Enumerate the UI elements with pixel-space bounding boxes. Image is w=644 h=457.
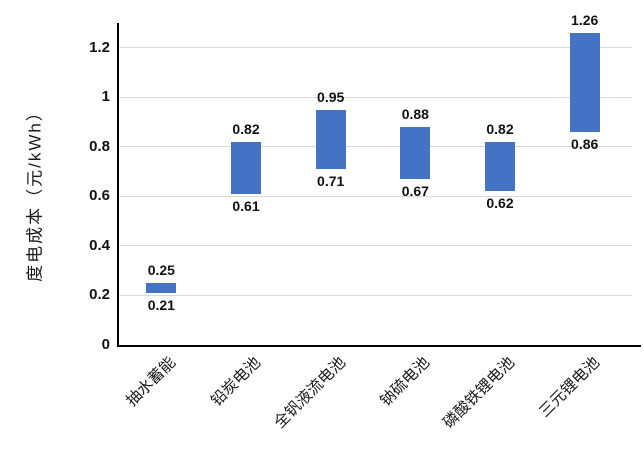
gridline-y-1.2 bbox=[119, 47, 632, 49]
range-bar-1 bbox=[146, 283, 177, 293]
y-tick-label: 0.6 bbox=[89, 187, 110, 205]
bar-high-value-label: 0.25 bbox=[147, 262, 175, 279]
bar-high-value-label: 0.82 bbox=[486, 120, 514, 137]
y-tick-label: 0.2 bbox=[89, 286, 110, 304]
bar-high-value-label: 1.26 bbox=[571, 11, 599, 28]
range-bar-3 bbox=[315, 109, 346, 170]
gridline-y-1 bbox=[119, 96, 632, 98]
range-bar-2 bbox=[231, 141, 261, 194]
range-bar-5 bbox=[485, 141, 515, 192]
gridline-y-0.4 bbox=[119, 245, 632, 247]
gridline-y-0.8 bbox=[119, 146, 632, 148]
bar-high-value-label: 0.82 bbox=[232, 120, 260, 137]
gridline-y-0.2 bbox=[119, 294, 632, 296]
bar-low-value-label: 0.67 bbox=[401, 183, 429, 200]
bar-low-value-label: 0.21 bbox=[147, 296, 175, 313]
bar-low-value-label: 0.71 bbox=[317, 173, 345, 190]
bar-high-value-label: 0.95 bbox=[317, 88, 345, 105]
y-tick-label: 1 bbox=[101, 88, 110, 106]
y-tick-label: 0 bbox=[101, 336, 110, 353]
range-bar-6 bbox=[569, 32, 600, 132]
y-tick-label: 0.4 bbox=[89, 236, 110, 254]
y-tick-label: 1.2 bbox=[89, 38, 110, 56]
y-tick-label: 0.8 bbox=[89, 137, 110, 155]
x-axis-line bbox=[117, 345, 641, 347]
bar-low-value-label: 0.86 bbox=[571, 135, 599, 152]
range-bar-4 bbox=[400, 127, 431, 180]
bar-high-value-label: 0.88 bbox=[401, 106, 429, 123]
gridline-y-0.6 bbox=[119, 195, 632, 197]
bar-low-value-label: 0.61 bbox=[232, 197, 260, 214]
y-axis-line bbox=[117, 23, 119, 347]
bar-low-value-label: 0.62 bbox=[486, 195, 514, 212]
